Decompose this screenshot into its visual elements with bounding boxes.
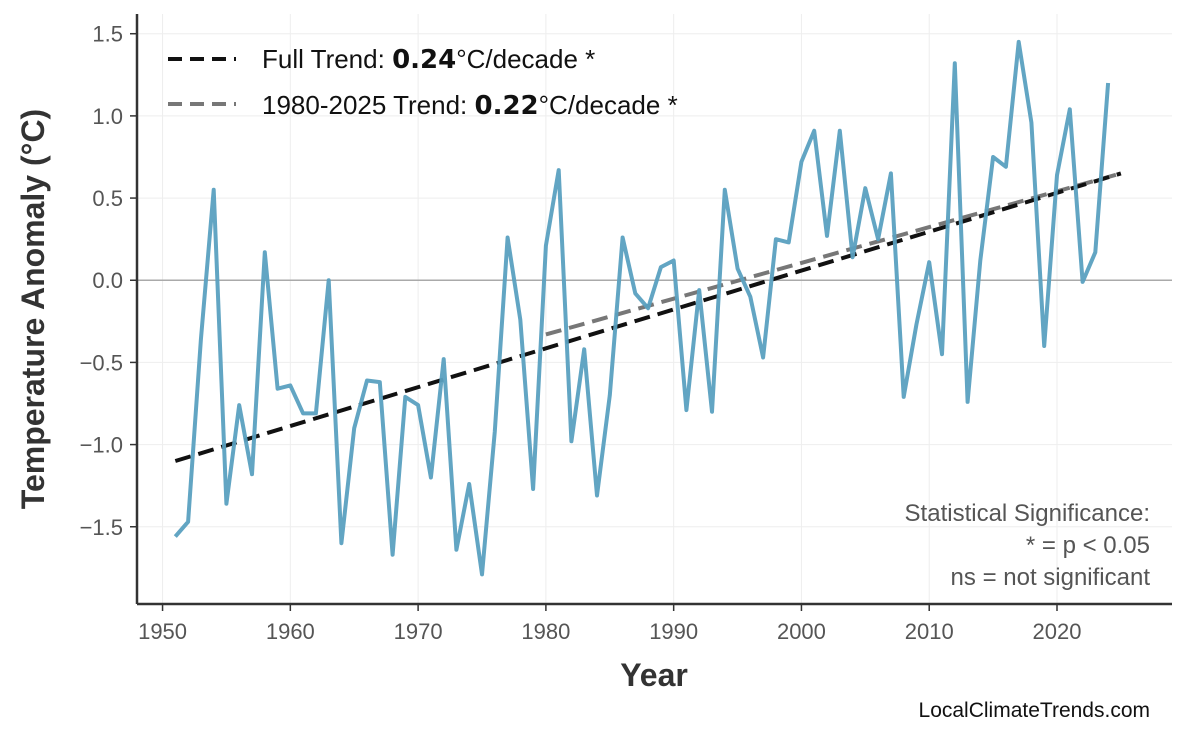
trend-line (545, 171, 1122, 337)
significance-note: Statistical Significance: * = p < 0.05 n… (905, 500, 1151, 591)
note-line: * = p < 0.05 (1026, 532, 1150, 559)
x-tick-label: 1960 (266, 619, 315, 644)
note-line: ns = not significant (951, 564, 1151, 591)
series-line (173, 39, 1111, 577)
x-axis-label: Year (620, 657, 688, 693)
y-axis-label: Temperature Anomaly (°C) (15, 109, 51, 509)
x-tick-label: 1990 (649, 619, 698, 644)
trend-line (174, 171, 1122, 463)
x-tick-label: 1970 (394, 619, 443, 644)
legend-entry-1980-trend: 1980-2025 Trend: 0.22°C/decade * (262, 90, 678, 121)
axes (130, 14, 1172, 611)
y-tick-label: −1.0 (80, 433, 123, 458)
legend-entry-full-trend: Full Trend: 0.24°C/decade * (262, 44, 595, 75)
tick-labels: 1950 1960 1970 1980 1990 2000 2010 2020 −1.5 −1.0… (80, 22, 1082, 644)
trend-lines (174, 171, 1122, 463)
watermark: LocalClimateTrends.com (919, 699, 1150, 722)
x-tick-label: 1980 (521, 619, 570, 644)
x-tick-label: 1950 (138, 619, 187, 644)
legend: Full Trend: 0.24°C/decade * 1980-2025 Tr… (168, 44, 678, 121)
x-tick-label: 2010 (905, 619, 954, 644)
x-tick-label: 2020 (1033, 619, 1082, 644)
note-line: Statistical Significance: (905, 500, 1150, 527)
y-tick-label: −0.5 (80, 350, 123, 375)
x-tick-label: 2000 (777, 619, 826, 644)
y-tick-label: 0.0 (92, 268, 123, 293)
y-tick-label: 1.5 (92, 22, 123, 47)
y-tick-label: −1.5 (80, 515, 123, 540)
y-tick-label: 1.0 (92, 104, 123, 129)
y-tick-label: 0.5 (92, 186, 123, 211)
